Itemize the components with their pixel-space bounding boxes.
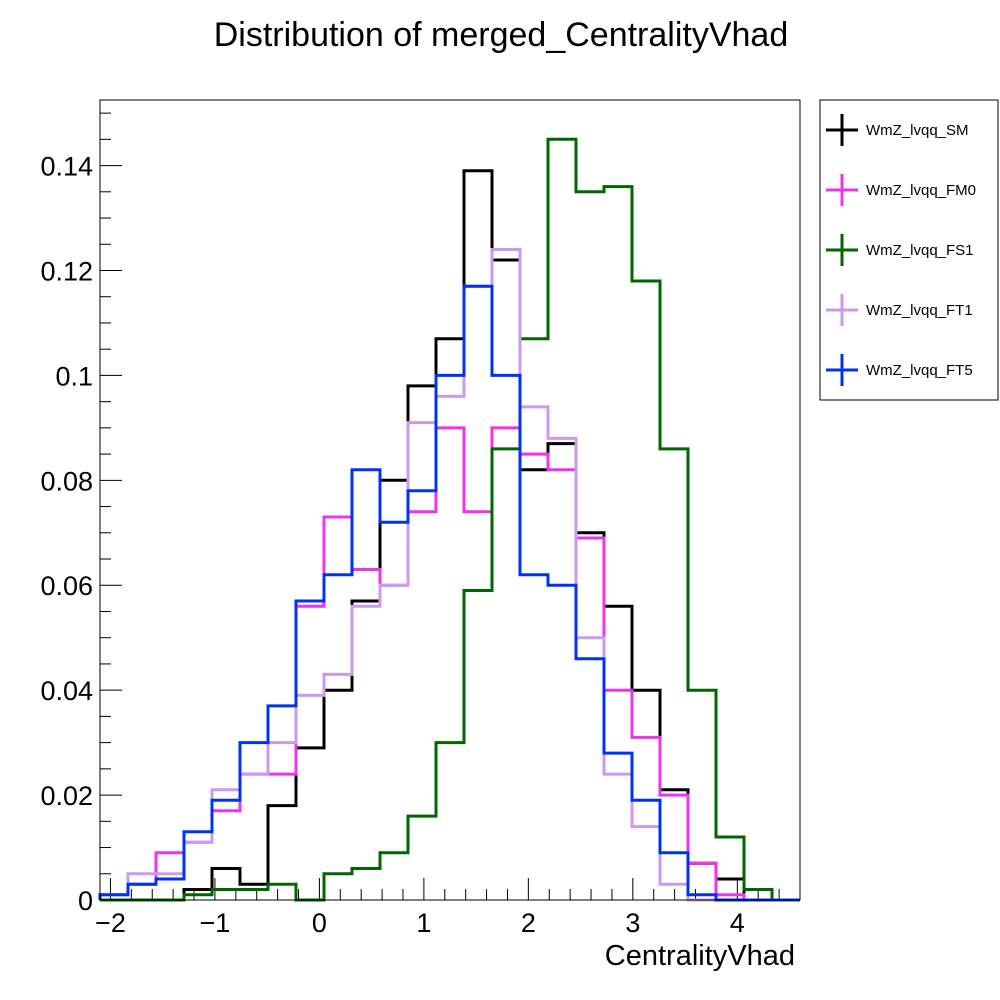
legend-entry-label: WmZ_lvqq_FM0	[866, 182, 976, 199]
y-tick-label: 0.08	[40, 466, 93, 496]
y-tick-label: 0	[78, 886, 93, 916]
series-WmZ_lvqq_FT5	[98, 284, 800, 902]
x-tick-label: 3	[625, 908, 640, 938]
legend: WmZ_lvqq_SM WmZ_lvqq_FM0 WmZ_lvqq_FS1 WmZ_l…	[819, 99, 999, 401]
y-tick-label: 0.02	[40, 781, 93, 811]
series-WmZ_lvqq_SM	[100, 169, 800, 902]
series-WmZ_lvqq_FS1	[100, 137, 800, 902]
legend-entry-label: WmZ_lvqq_SM	[866, 122, 969, 139]
plot-frame	[99, 99, 801, 901]
y-tick-label: 0.06	[40, 571, 93, 601]
tick-labels: −2 −1 0 1 2 3 4 0 0.02 0.04 0.06 0.08 0.1 0.12 0.14	[40, 152, 744, 938]
x-tick-label: 1	[416, 908, 431, 938]
x-tick-label: 4	[730, 908, 745, 938]
chart-title: Distribution of merged_CentralityVhad	[214, 16, 789, 54]
series-WmZ_lvqq_FT1	[98, 248, 800, 902]
histogram-series	[98, 99, 801, 902]
y-tick-label: 0.04	[40, 676, 93, 706]
x-tick-label: −2	[95, 908, 126, 938]
series-WmZ_lvqq_FM0	[98, 426, 800, 902]
plot-frame-top	[99, 99, 801, 901]
x-tick-label: 0	[312, 908, 327, 938]
y-tick-label: 0.14	[40, 152, 93, 182]
legend-entry-label: WmZ_lvqq_FS1	[866, 242, 974, 259]
y-tick-label: 0.12	[40, 256, 93, 286]
x-axis-title: CentralityVhad	[605, 940, 795, 972]
x-tick-label: −1	[200, 908, 231, 938]
x-tick-label: 2	[521, 908, 536, 938]
y-tick-label: 0.1	[55, 361, 93, 391]
legend-entry-label: WmZ_lvqq_FT1	[866, 302, 973, 319]
legend-entry-label: WmZ_lvqq_FT5	[866, 362, 973, 379]
axis-ticks	[100, 112, 801, 901]
